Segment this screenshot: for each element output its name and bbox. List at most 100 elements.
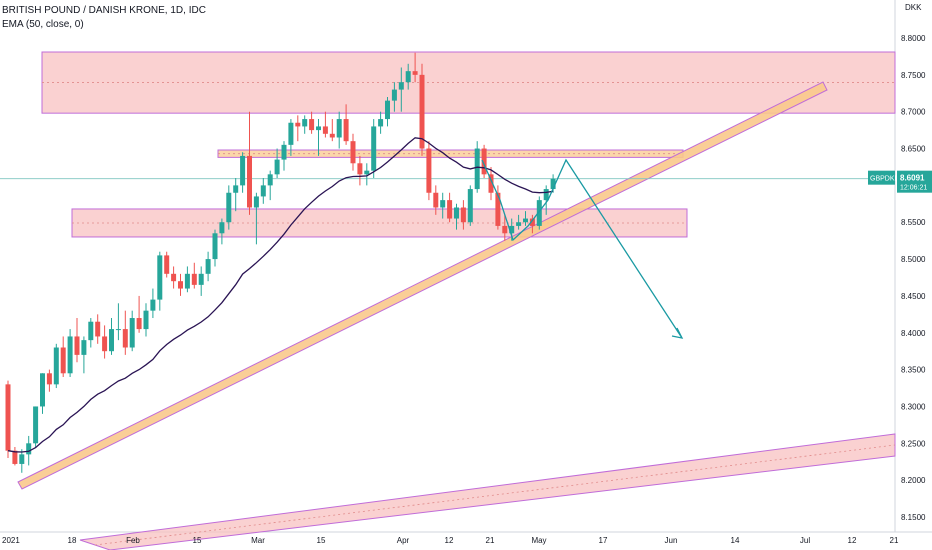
candle-body: [102, 336, 108, 352]
candle-body: [322, 126, 328, 134]
projection-path: [481, 158, 683, 339]
candle-body: [440, 200, 446, 208]
candle-body: [336, 119, 342, 138]
price-tick-label: 8.1500: [901, 513, 926, 522]
time-tick-label: 15: [317, 536, 326, 545]
candle-body: [88, 321, 94, 341]
price-tick-label: 8.8000: [901, 34, 926, 43]
price-tick-label: 8.6500: [901, 145, 926, 154]
candle-body: [81, 340, 87, 355]
candle-body: [474, 148, 480, 190]
time-tick-label: 21: [486, 536, 495, 545]
time-tick-label: 12: [848, 536, 857, 545]
price-tick-label: 8.7000: [901, 108, 926, 117]
candle-body: [150, 299, 156, 311]
time-tick-label: Apr: [397, 536, 410, 545]
candle-body: [109, 329, 114, 352]
time-tick-label: 12: [445, 536, 454, 545]
time-tick-label: 21: [890, 536, 899, 545]
candle-body: [516, 222, 522, 226]
price-tick-label: 8.2500: [901, 439, 926, 448]
time-tick-label: Mar: [251, 536, 265, 545]
price-tick-label: 8.3500: [901, 366, 926, 375]
resistance-zone-3: [71, 208, 688, 238]
price-tick-label: 8.5500: [901, 218, 926, 227]
candle-body: [543, 189, 549, 201]
candle-body: [247, 155, 252, 208]
time-tick-label: 17: [599, 536, 608, 545]
candle-body: [33, 406, 39, 444]
candle-body: [240, 155, 246, 186]
candle-body: [53, 347, 59, 385]
chart-legend: BRITISH POUND / DANISH KRONE, 1D, IDC EM…: [2, 4, 206, 32]
candle-body: [122, 329, 128, 348]
candle-body: [74, 336, 80, 355]
candle-body: [502, 225, 508, 234]
price-tick-label: 8.4500: [901, 292, 926, 301]
candle-body: [371, 126, 377, 171]
candle-body: [343, 119, 349, 142]
candle-body: [233, 185, 239, 193]
price-tag: [897, 170, 932, 193]
candle-body: [309, 119, 315, 131]
chart-title: BRITISH POUND / DANISH KRONE, 1D, IDC: [2, 5, 206, 16]
time-tick-label: 2021: [2, 536, 20, 545]
candle-body: [19, 454, 25, 464]
candle-body: [350, 141, 356, 164]
ema-line: [7, 137, 554, 453]
candle-body: [157, 255, 163, 300]
price-text: 8.6091: [900, 174, 925, 183]
candle-body: [5, 384, 11, 451]
candle-body: [267, 174, 273, 186]
candle-body: [426, 148, 432, 193]
candle-body: [281, 144, 287, 160]
candle-body: [184, 273, 190, 289]
candle-body: [364, 170, 370, 175]
candle-body: [212, 233, 218, 260]
candle-body: [550, 178, 556, 190]
candle-body: [509, 225, 515, 234]
time-tick-label: Jul: [800, 536, 810, 545]
indicator-label: EMA (50, close, 0): [2, 19, 84, 30]
candle-body: [523, 218, 528, 223]
candle-body: [143, 310, 149, 330]
candle-body: [274, 159, 280, 175]
candle-body: [67, 336, 73, 374]
candle-body: [226, 192, 232, 223]
price-tick-label: 8.7500: [901, 71, 926, 80]
candle-body: [178, 281, 183, 289]
candle-body: [398, 82, 404, 90]
candle-body: [12, 450, 18, 464]
candle-body: [260, 185, 266, 197]
price-tick-label: 8.5000: [901, 255, 926, 264]
candle-body: [295, 122, 301, 127]
candle-body: [405, 71, 411, 83]
candle-body: [378, 119, 384, 127]
candle-body: [488, 174, 494, 193]
countdown-text: 12:06:21: [900, 185, 927, 192]
candle-body: [219, 222, 225, 234]
candle-body: [198, 273, 204, 285]
candle-body: [419, 74, 425, 149]
candle-body: [412, 71, 418, 75]
candle-body: [129, 318, 135, 348]
candle-body: [171, 273, 177, 282]
candle-body: [191, 273, 197, 285]
time-tick-label: May: [531, 536, 546, 545]
candle-body: [447, 200, 453, 219]
lower-trend-channel: [79, 433, 896, 550]
candle-body: [329, 133, 335, 138]
candle-body: [288, 122, 294, 145]
candle-body: [385, 100, 390, 120]
candle-body: [205, 259, 211, 274]
candle-body: [467, 189, 473, 223]
candle-body: [460, 207, 466, 223]
candle-body: [136, 318, 142, 330]
time-tick-label: 14: [731, 536, 740, 545]
time-tick-label: 15: [193, 536, 202, 545]
candle-body: [40, 373, 45, 407]
symbol-tag: [868, 170, 895, 185]
time-tick-label: Jun: [665, 536, 678, 545]
